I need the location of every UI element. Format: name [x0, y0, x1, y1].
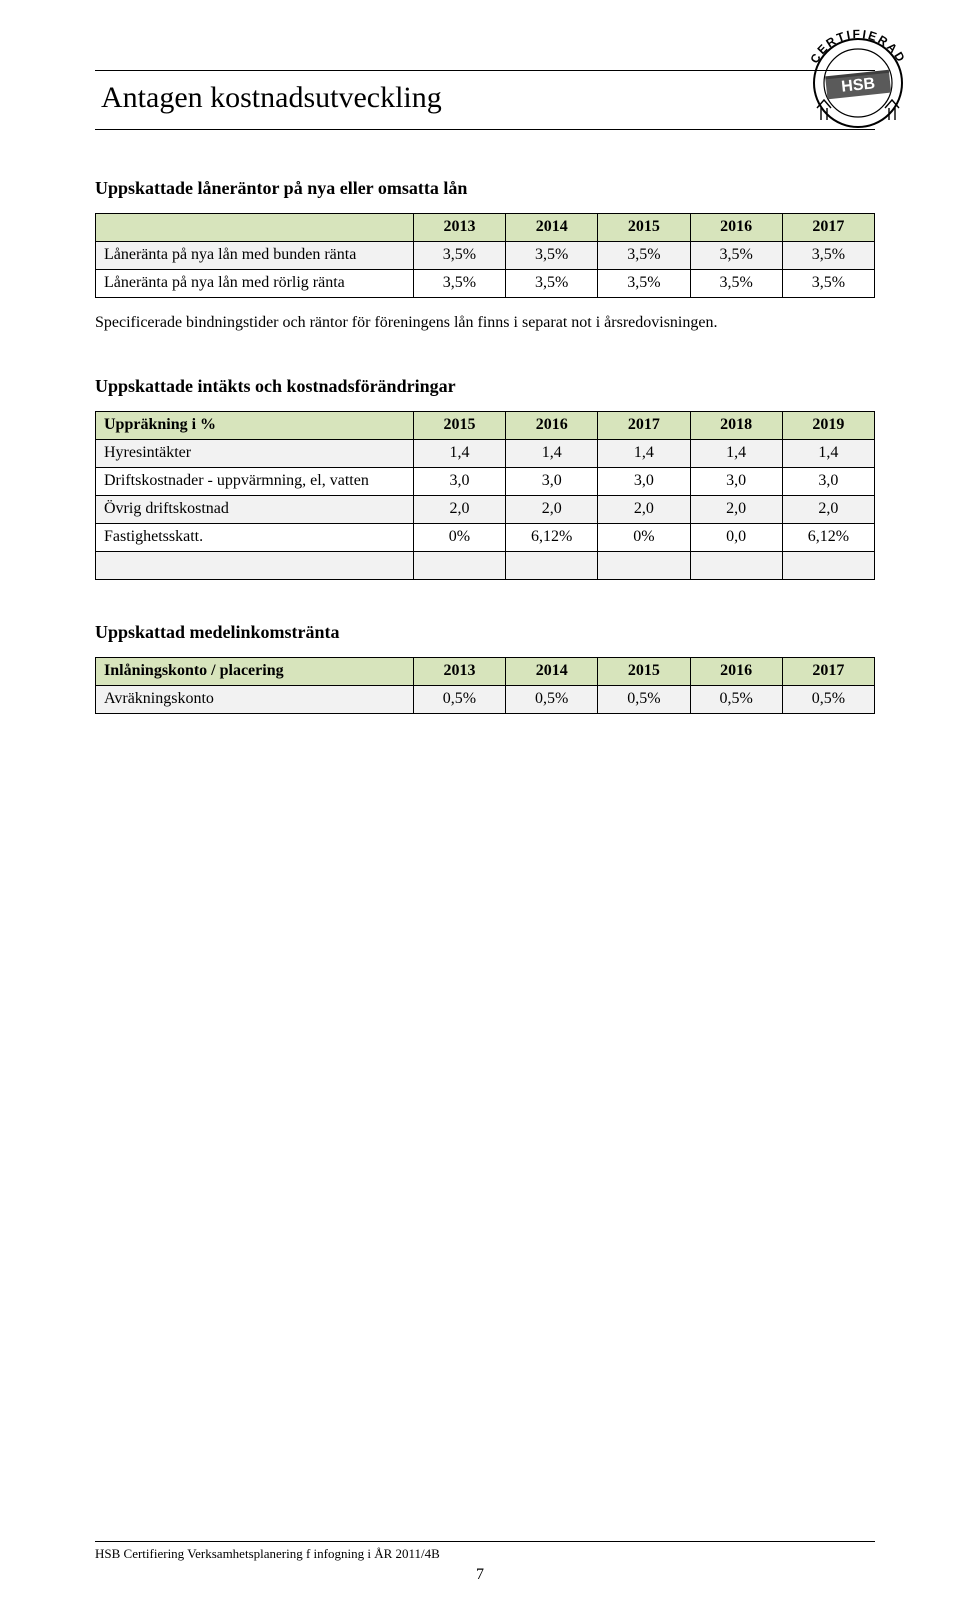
table-cell-value	[782, 551, 874, 579]
table-cell-value: 3,5%	[598, 270, 690, 298]
table-cell-value: 2,0	[506, 495, 598, 523]
table-cell-value: 1,4	[413, 439, 505, 467]
section-lanerantor: Uppskattade låneräntor på nya eller omsa…	[95, 178, 875, 334]
table-cell-value: 2,0	[782, 495, 874, 523]
table-cell-value: 3,5%	[506, 242, 598, 270]
table-cell-label: Övrig driftskostnad	[96, 495, 414, 523]
table-cell-value: 1,4	[782, 439, 874, 467]
table-cell-label: Fastighetsskatt.	[96, 523, 414, 551]
table-cell-value: 0%	[413, 523, 505, 551]
table-cell-value: 1,4	[690, 439, 782, 467]
table-header-cell	[96, 214, 414, 242]
table-cell-value	[598, 551, 690, 579]
table-header-cell: 2018	[690, 411, 782, 439]
table-cell-value: 3,0	[690, 467, 782, 495]
table-cell-label: Låneränta på nya lån med bunden ränta	[96, 242, 414, 270]
table-header-cell: 2016	[690, 214, 782, 242]
table-cell-value: 3,5%	[782, 242, 874, 270]
table-header-cell: 2013	[413, 657, 505, 685]
table-cell-value: 0,5%	[598, 685, 690, 713]
section3-title: Uppskattad medelinkomstränta	[95, 622, 875, 643]
table-cell-value: 6,12%	[506, 523, 598, 551]
table-cell-value: 3,5%	[598, 242, 690, 270]
table-cell-label: Driftskostnader - uppvärmning, el, vatte…	[96, 467, 414, 495]
section1-body: Specificerade bindningstider och räntor …	[95, 312, 875, 334]
table-cell-value: 3,5%	[413, 270, 505, 298]
table-cell-value: 3,5%	[506, 270, 598, 298]
table-cell-value: 0,5%	[506, 685, 598, 713]
section-medelinkomst: Uppskattad medelinkomstränta Inlåningsko…	[95, 622, 875, 714]
table-cell-value: 2,0	[413, 495, 505, 523]
table-cell-value: 3,0	[413, 467, 505, 495]
table-header-cell: 2015	[598, 657, 690, 685]
table-row: Övrig driftskostnad2,02,02,02,02,0	[96, 495, 875, 523]
table-header-cell: 2019	[782, 411, 874, 439]
table-cell-value: 0,5%	[690, 685, 782, 713]
table-cell-value	[690, 551, 782, 579]
table-intakts: Uppräkning i %20152016201720182019 Hyres…	[95, 411, 875, 580]
table-header-cell: 2016	[506, 411, 598, 439]
table-cell-label	[96, 551, 414, 579]
table-cell-value: 0,0	[690, 523, 782, 551]
table-cell-value: 6,12%	[782, 523, 874, 551]
table-header-cell: 2016	[690, 657, 782, 685]
page-number: 7	[0, 1566, 960, 1584]
footer-text: HSB Certifiering Verksamhetsplanering f …	[95, 1541, 875, 1562]
table-header-cell: 2015	[598, 214, 690, 242]
table-cell-label: Låneränta på nya lån med rörlig ränta	[96, 270, 414, 298]
table-row: Låneränta på nya lån med bunden ränta3,5…	[96, 242, 875, 270]
table-header-cell: 2017	[782, 657, 874, 685]
table-cell-value: 0,5%	[413, 685, 505, 713]
table-cell-value: 2,0	[690, 495, 782, 523]
table-header-cell: 2013	[413, 214, 505, 242]
table-row: Avräkningskonto0,5%0,5%0,5%0,5%0,5%	[96, 685, 875, 713]
table-cell-value: 3,5%	[690, 242, 782, 270]
table-header-cell: Inlåningskonto / placering	[96, 657, 414, 685]
table-row: Driftskostnader - uppvärmning, el, vatte…	[96, 467, 875, 495]
section2-title: Uppskattade intäkts och kostnadsförändri…	[95, 376, 875, 397]
table-cell-value: 3,0	[782, 467, 874, 495]
table-row	[96, 551, 875, 579]
table-header-cell: 2014	[506, 657, 598, 685]
hsb-stamp: CERTIFIERAD HSB	[798, 28, 918, 128]
table-header-cell: 2014	[506, 214, 598, 242]
page-title-box: Antagen kostnadsutveckling	[95, 70, 875, 130]
table-header-cell: 2017	[598, 411, 690, 439]
table-cell-value: 1,4	[506, 439, 598, 467]
table-row: Hyresintäkter1,41,41,41,41,4	[96, 439, 875, 467]
stamp-label: HSB	[841, 75, 876, 95]
table-cell-value	[413, 551, 505, 579]
table-cell-value: 1,4	[598, 439, 690, 467]
stamp-arc-text: CERTIFIERAD	[807, 28, 908, 66]
svg-text:CERTIFIERAD: CERTIFIERAD	[807, 28, 908, 66]
table-cell-value	[506, 551, 598, 579]
table-header-cell: Uppräkning i %	[96, 411, 414, 439]
table-cell-value: 0%	[598, 523, 690, 551]
table-header-cell: 2015	[413, 411, 505, 439]
table-header-cell: 2017	[782, 214, 874, 242]
table-row: Fastighetsskatt.0%6,12%0%0,06,12%	[96, 523, 875, 551]
table-medelinkomst: Inlåningskonto / placering20132014201520…	[95, 657, 875, 714]
table-cell-value: 3,5%	[782, 270, 874, 298]
table-row: Låneränta på nya lån med rörlig ränta3,5…	[96, 270, 875, 298]
table-cell-value: 3,5%	[690, 270, 782, 298]
table-cell-label: Avräkningskonto	[96, 685, 414, 713]
table-cell-label: Hyresintäkter	[96, 439, 414, 467]
table-cell-value: 3,5%	[413, 242, 505, 270]
section-intakts: Uppskattade intäkts och kostnadsförändri…	[95, 376, 875, 580]
section1-title: Uppskattade låneräntor på nya eller omsa…	[95, 178, 875, 199]
table-cell-value: 3,0	[506, 467, 598, 495]
page-title: Antagen kostnadsutveckling	[101, 81, 869, 115]
table-cell-value: 2,0	[598, 495, 690, 523]
table-cell-value: 3,0	[598, 467, 690, 495]
table-lanerantor: 20132014201520162017 Låneränta på nya lå…	[95, 213, 875, 298]
table-cell-value: 0,5%	[782, 685, 874, 713]
